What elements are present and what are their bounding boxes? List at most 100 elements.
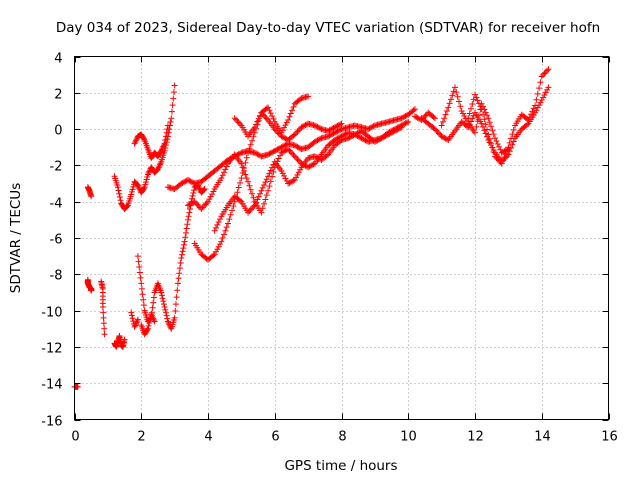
data-point xyxy=(385,129,392,136)
data-point-interp xyxy=(143,176,150,183)
data-point-interp xyxy=(217,216,224,223)
data-point-interp xyxy=(214,221,221,228)
data-point-interp xyxy=(213,248,220,255)
data-point-interp xyxy=(219,235,226,241)
data-point-interp xyxy=(128,188,135,195)
data-point-interp xyxy=(279,170,286,177)
data-point-interp xyxy=(489,127,496,134)
data-point-interp xyxy=(544,86,551,93)
data-point-interp xyxy=(233,116,240,123)
data-point-interp xyxy=(226,216,233,223)
data-point-interp xyxy=(184,221,191,228)
data-point-interp xyxy=(229,207,236,214)
data-point xyxy=(291,176,298,183)
data-point-interp xyxy=(132,139,139,146)
data-point-interp xyxy=(275,145,282,152)
data-point-interp xyxy=(156,161,163,168)
data-point-interp xyxy=(254,118,261,125)
data-point-interp xyxy=(484,112,491,119)
data-point-interp xyxy=(283,119,290,126)
data-point xyxy=(492,135,499,142)
data-point-interp xyxy=(223,224,230,231)
data-point xyxy=(451,84,458,91)
data-point-interp xyxy=(140,302,147,309)
data-point-interp xyxy=(335,122,342,129)
data-point xyxy=(258,109,265,116)
data-point-interp xyxy=(494,156,501,163)
data-point xyxy=(158,147,165,154)
data-point-interp xyxy=(536,85,543,92)
chart-title: Day 034 of 2023, Sidereal Day-to-day VTE… xyxy=(56,20,600,36)
data-point xyxy=(238,160,245,167)
data-point-interp xyxy=(266,183,273,190)
data-point-interp xyxy=(449,92,456,99)
data-point xyxy=(538,97,545,104)
data-point-interp xyxy=(187,178,194,185)
data-point-interp xyxy=(315,136,322,143)
data-point-interp xyxy=(494,140,501,147)
data-point xyxy=(398,115,405,122)
data-point-interp xyxy=(230,203,237,210)
data-point-interp xyxy=(242,159,249,166)
data-point-interp xyxy=(267,167,274,174)
data-point-interp xyxy=(457,103,464,110)
data-point xyxy=(211,251,218,258)
data-point-interp xyxy=(274,146,281,153)
data-point-interp xyxy=(474,97,481,104)
data-point-interp xyxy=(190,189,197,196)
data-point-interp xyxy=(275,155,282,162)
data-point-interp xyxy=(526,114,533,121)
data-point-interp xyxy=(128,312,135,319)
data-point-interp xyxy=(447,96,454,103)
data-point-interp xyxy=(450,88,457,95)
data-point-interp xyxy=(234,118,241,125)
data-point-interp xyxy=(140,185,147,192)
data-point-interp xyxy=(289,150,296,157)
data-point-interp xyxy=(459,110,466,117)
data-point-interp xyxy=(439,118,446,125)
data-point-interp xyxy=(259,205,266,212)
data-point-interp xyxy=(250,133,257,140)
data-point xyxy=(131,140,138,147)
data-point xyxy=(158,289,165,296)
data-point-interp xyxy=(235,184,242,191)
data-point-interp xyxy=(474,118,481,125)
data-point xyxy=(418,117,425,124)
data-point-interp xyxy=(289,178,296,185)
y-tick-label: -12 xyxy=(41,342,62,357)
data-point-interp xyxy=(163,129,170,136)
data-point xyxy=(532,102,539,109)
data-point-interp xyxy=(290,151,297,158)
data-point xyxy=(365,126,372,133)
data-point-interp xyxy=(537,79,544,86)
data-point-interp xyxy=(254,151,261,158)
data-point-interp xyxy=(454,93,461,100)
data-point-interp xyxy=(210,252,217,259)
data-point-interp xyxy=(330,130,337,137)
data-point-interp xyxy=(159,144,166,151)
data-point-interp xyxy=(249,137,256,144)
data-point xyxy=(138,280,145,287)
data-point xyxy=(492,153,499,160)
data-point-interp xyxy=(259,184,266,191)
data-point-interp xyxy=(294,156,301,163)
data-point-interp xyxy=(158,146,165,153)
data-point-interp xyxy=(486,119,493,126)
data-point-interp xyxy=(470,112,477,119)
data-point-interp xyxy=(337,126,344,133)
data-point-interp xyxy=(334,128,341,135)
data-point-interp xyxy=(435,130,442,137)
data-point-interp xyxy=(506,139,513,146)
data-point xyxy=(431,115,438,122)
data-point-interp xyxy=(370,123,377,130)
data-point-interp xyxy=(333,123,340,130)
data-point-interp xyxy=(401,121,408,128)
data-point xyxy=(141,184,148,191)
data-point xyxy=(371,138,378,145)
data-point-interp xyxy=(281,172,288,179)
data-point-interp xyxy=(477,103,484,110)
data-point-interp xyxy=(295,157,302,164)
data-point-interp xyxy=(350,132,357,139)
data-point-interp xyxy=(489,144,496,151)
data-point-interp xyxy=(159,295,166,302)
